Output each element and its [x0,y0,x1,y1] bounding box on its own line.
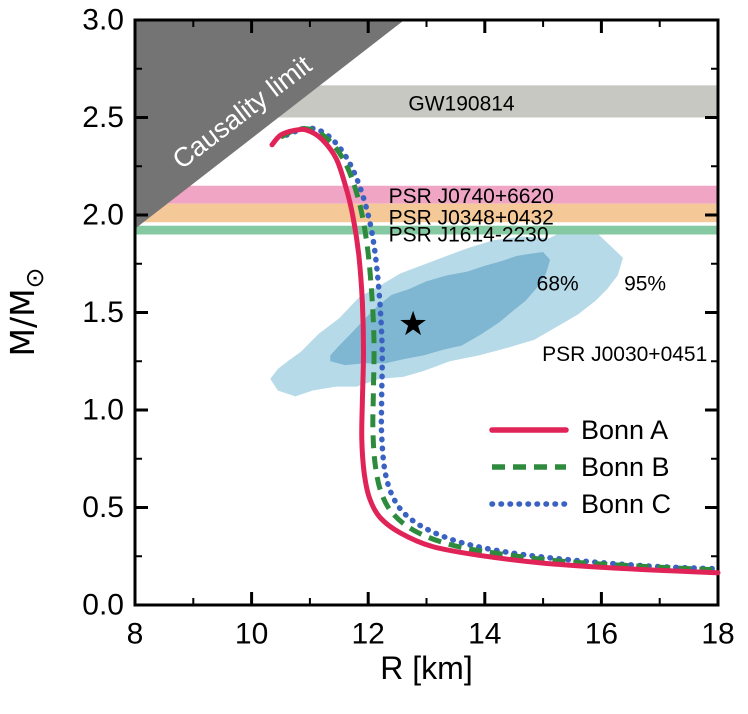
y-tick-label: 3.0 [82,4,124,37]
x-axis-label: R [km] [380,650,473,686]
x-tick-label: 14 [468,618,501,651]
causality-region [135,20,405,229]
y-tick-label: 1.5 [82,296,124,329]
y-tick-label: 1.0 [82,394,124,427]
band-label-psr-j1614-2230: PSR J1614-2230 [389,224,549,247]
band-psr-j0740-6620 [135,185,718,204]
band-label-psr-j0740-6620: PSR J0740+6620 [389,185,554,208]
legend-label-bonn-b: Bonn B [581,452,670,482]
band-label-gw190814: GW190814 [408,92,515,115]
x-tick-label: 8 [127,618,144,651]
x-tick-label: 16 [585,618,618,651]
curve-bonn-b [279,126,719,573]
x-tick-label: 10 [235,618,268,651]
legend-label-bonn-c: Bonn C [581,489,671,519]
band-psr-j0348-0432 [135,203,718,223]
curve-bonn-a [269,126,721,576]
band-label-psr-j0348-0432: PSR J0348+0432 [389,206,554,229]
annotation-95-: 95% [624,273,666,296]
band-psr-j1614-2230 [135,225,718,235]
annotation-psr-j0030-0451: PSR J0030+0451 [542,343,707,366]
annotation-68-: 68% [537,273,579,296]
y-tick-label: 2.0 [82,199,124,232]
legend-label-bonn-a: Bonn A [581,415,668,445]
y-tick-label: 0.5 [82,491,124,524]
x-tick-label: 12 [352,618,385,651]
star-marker [400,310,426,336]
y-tick-label: 2.5 [82,101,124,134]
y-axis-label: M/M⊙ [3,267,49,356]
contour-68-region [330,252,551,366]
curve-bonn-c [283,125,721,572]
x-tick-label: 18 [701,618,734,651]
y-tick-label: 0.0 [82,589,124,622]
